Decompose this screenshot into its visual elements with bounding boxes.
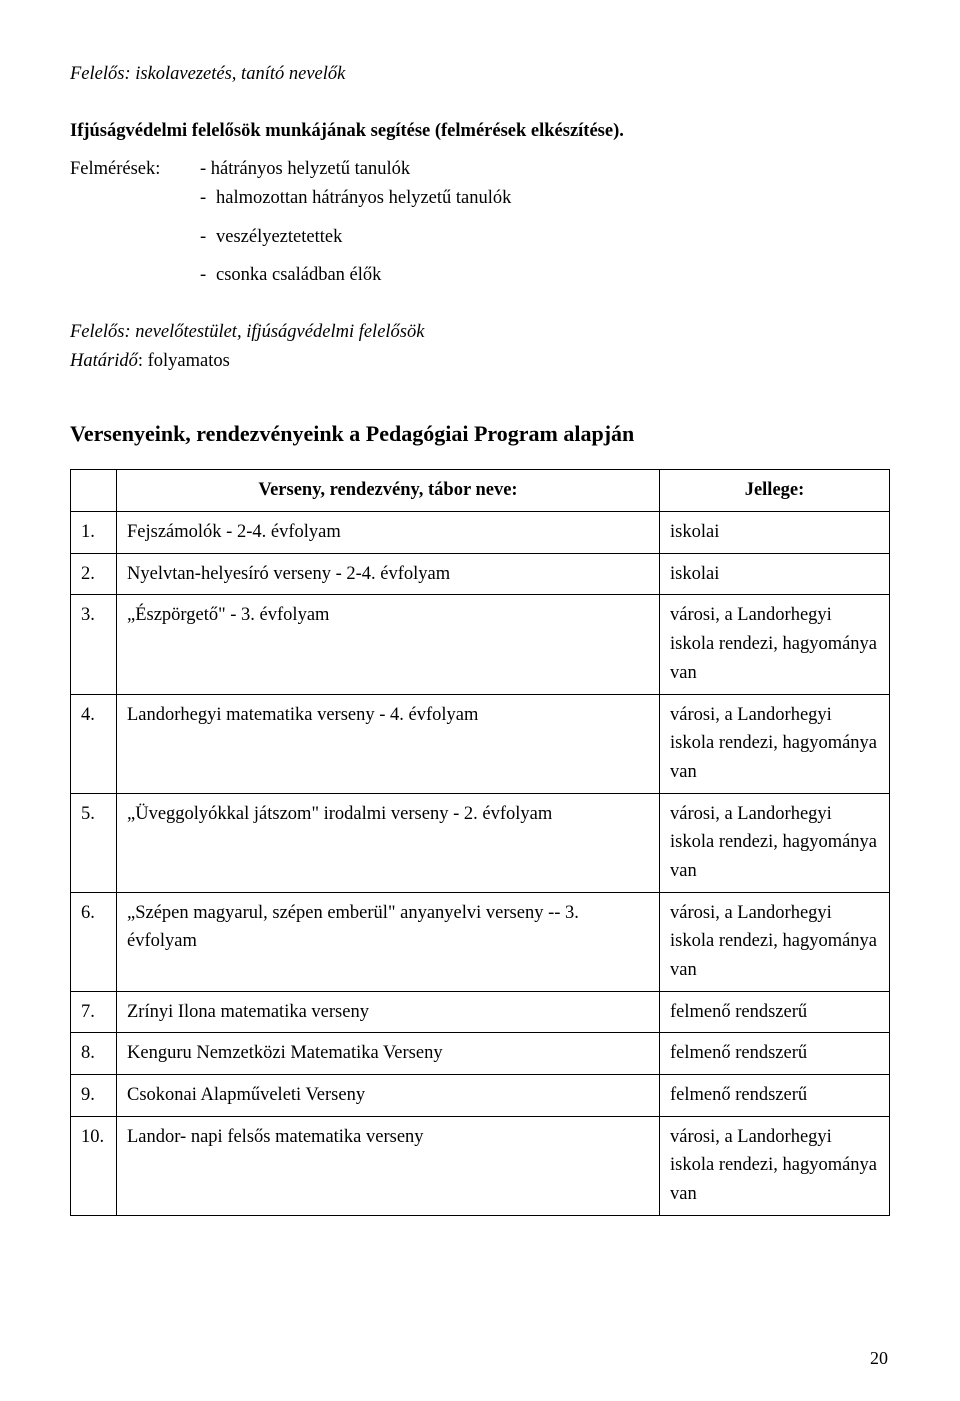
competitions-table: Verseny, rendezvény, tábor neve: Jellege…	[70, 469, 890, 1215]
table-header-type: Jellege:	[660, 470, 890, 512]
row-name: Nyelvtan-helyesíró verseny - 2-4. évfoly…	[117, 553, 660, 595]
bullet-item: halmozottan hátrányos helyzetű tanulók	[216, 184, 511, 213]
felmeresek-label: Felmérések:	[70, 155, 200, 184]
row-type: városi, a Landorhegyi iskola rendezi, ha…	[660, 793, 890, 892]
felelos-line-1: Felelős: iskolavezetés, tanító nevelők	[70, 60, 890, 89]
row-name: Landor- napi felsős matematika verseny	[117, 1116, 660, 1215]
row-name: „Szépen magyarul, szépen emberül" anyany…	[117, 892, 660, 991]
row-name: „Észpörgető" - 3. évfolyam	[117, 595, 660, 694]
row-type: városi, a Landorhegyi iskola rendezi, ha…	[660, 595, 890, 694]
row-name: „Üveggolyókkal játszom" irodalmi verseny…	[117, 793, 660, 892]
table-header-empty	[71, 470, 117, 512]
hatarido-line: Határidő: folyamatos	[70, 347, 890, 376]
row-num: 3.	[71, 595, 117, 694]
felelos-line-2: Felelős: nevelőtestület, ifjúságvédelmi …	[70, 318, 890, 347]
table-row: 7. Zrínyi Ilona matematika verseny felme…	[71, 991, 890, 1033]
section-title: Ifjúságvédelmi felelősök munkájának segí…	[70, 117, 890, 146]
row-num: 10.	[71, 1116, 117, 1215]
table-row: 5. „Üveggolyókkal játszom" irodalmi vers…	[71, 793, 890, 892]
row-type: felmenő rendszerű	[660, 991, 890, 1033]
hatarido-label: Határidő	[70, 351, 138, 371]
bullet-dash: -	[200, 223, 216, 252]
table-heading: Versenyeink, rendezvényeink a Pedagógiai…	[70, 417, 890, 451]
table-row: 2. Nyelvtan-helyesíró verseny - 2-4. évf…	[71, 553, 890, 595]
row-name: Fejszámolók - 2-4. évfolyam	[117, 512, 660, 554]
table-row: 10. Landor- napi felsős matematika verse…	[71, 1116, 890, 1215]
row-num: 5.	[71, 793, 117, 892]
row-num: 1.	[71, 512, 117, 554]
row-type: városi, a Landorhegyi iskola rendezi, ha…	[660, 694, 890, 793]
row-name: Zrínyi Ilona matematika verseny	[117, 991, 660, 1033]
table-header-row: Verseny, rendezvény, tábor neve: Jellege…	[71, 470, 890, 512]
row-num: 2.	[71, 553, 117, 595]
row-name: Csokonai Alapműveleti Verseny	[117, 1074, 660, 1116]
page-number: 20	[870, 1345, 888, 1373]
bullet-item: hátrányos helyzetű tanulók	[211, 155, 410, 184]
row-num: 4.	[71, 694, 117, 793]
table-header-name: Verseny, rendezvény, tábor neve:	[117, 470, 660, 512]
row-num: 7.	[71, 991, 117, 1033]
row-name: Landorhegyi matematika verseny - 4. évfo…	[117, 694, 660, 793]
row-num: 8.	[71, 1033, 117, 1075]
bullet-dash: -	[200, 184, 216, 213]
table-row: 6. „Szépen magyarul, szépen emberül" any…	[71, 892, 890, 991]
bullet-dash: -	[200, 155, 211, 184]
table-row: 9. Csokonai Alapműveleti Verseny felmenő…	[71, 1074, 890, 1116]
row-name: Kenguru Nemzetközi Matematika Verseny	[117, 1033, 660, 1075]
row-type: városi, a Landorhegyi iskola rendezi, ha…	[660, 1116, 890, 1215]
row-type: iskolai	[660, 553, 890, 595]
row-num: 6.	[71, 892, 117, 991]
bullet-item: veszélyeztetettek	[216, 223, 342, 252]
bullet-item: csonka családban élők	[216, 261, 381, 290]
row-type: felmenő rendszerű	[660, 1033, 890, 1075]
bullet-dash: -	[200, 261, 216, 290]
row-num: 9.	[71, 1074, 117, 1116]
hatarido-value: : folyamatos	[138, 351, 230, 371]
row-type: felmenő rendszerű	[660, 1074, 890, 1116]
row-type: városi, a Landorhegyi iskola rendezi, ha…	[660, 892, 890, 991]
table-row: 3. „Észpörgető" - 3. évfolyam városi, a …	[71, 595, 890, 694]
table-row: 1. Fejszámolók - 2-4. évfolyam iskolai	[71, 512, 890, 554]
table-row: 4. Landorhegyi matematika verseny - 4. é…	[71, 694, 890, 793]
row-type: iskolai	[660, 512, 890, 554]
table-row: 8. Kenguru Nemzetközi Matematika Verseny…	[71, 1033, 890, 1075]
